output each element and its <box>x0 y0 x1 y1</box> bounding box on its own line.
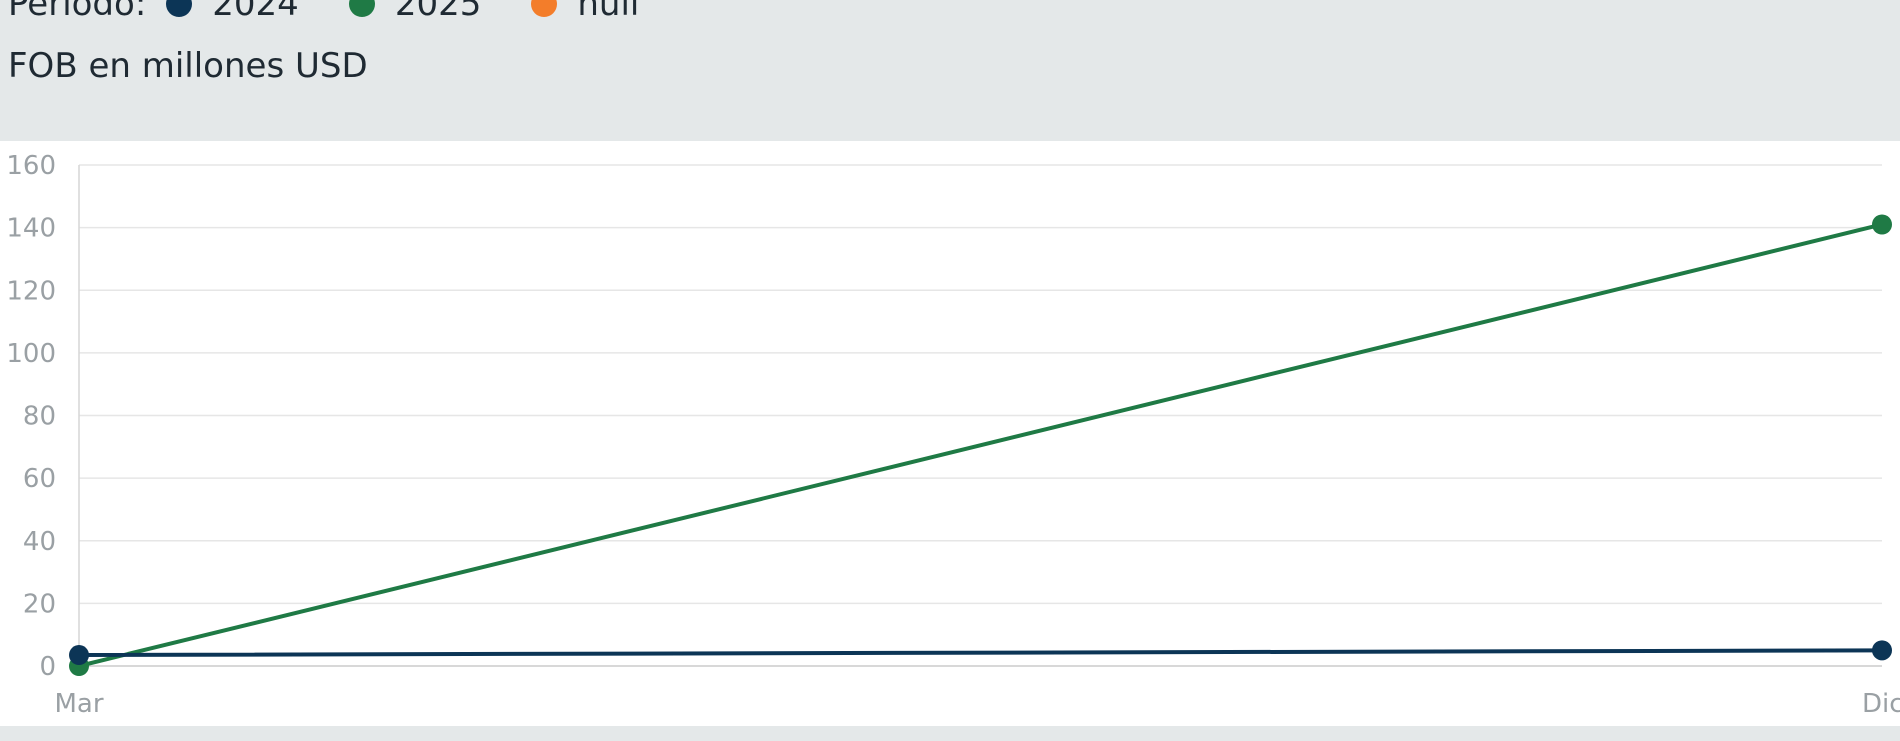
chart-panel <box>0 141 1900 726</box>
x-tick-label-dic: Dic <box>1862 689 1900 719</box>
y-tick-label-40: 40 <box>23 527 56 557</box>
y-tick-label-100: 100 <box>6 339 56 369</box>
y-tick-label-60: 60 <box>23 464 56 494</box>
legend-item-2024[interactable]: 2024 <box>166 0 299 24</box>
point-2024-mar[interactable] <box>69 645 89 666</box>
series-points <box>69 214 1892 676</box>
unit-label: FOB en millones USD <box>8 46 368 86</box>
y-tick-label-20: 20 <box>23 589 56 619</box>
y-tick-label-160: 160 <box>6 151 56 181</box>
series-lines <box>77 222 1884 668</box>
legend-label-null: null <box>577 0 640 24</box>
x-tick-labels: Mar Dic <box>54 689 1900 719</box>
series-line-2024 <box>77 648 1884 658</box>
y-tick-label-140: 140 <box>6 214 56 244</box>
y-tick-label-120: 120 <box>6 276 56 306</box>
legend-label-2025: 2025 <box>394 0 482 24</box>
axes <box>78 165 1882 667</box>
y-tick-labels: 0 20 40 60 80 100 120 140 160 <box>6 151 56 682</box>
legend-title: Periodo: <box>8 0 147 24</box>
legend-dot-null <box>531 0 558 17</box>
series-line-2025 <box>77 222 1884 668</box>
legend-item-2025[interactable]: 2025 <box>348 0 482 24</box>
legend-dot-2025 <box>348 0 375 17</box>
gridlines <box>79 164 1882 667</box>
y-tick-label-0: 0 <box>39 652 56 682</box>
legend-item-null[interactable]: null <box>531 0 639 24</box>
chart-legend: Periodo: 2024 2025 null <box>8 0 689 24</box>
x-tick-label-mar: Mar <box>54 689 103 719</box>
legend-dot-2024 <box>166 0 193 17</box>
point-2025-dic[interactable] <box>1872 214 1892 235</box>
y-tick-label-80: 80 <box>23 402 56 432</box>
legend-label-2024: 2024 <box>212 0 299 24</box>
point-2024-dic[interactable] <box>1872 640 1892 661</box>
